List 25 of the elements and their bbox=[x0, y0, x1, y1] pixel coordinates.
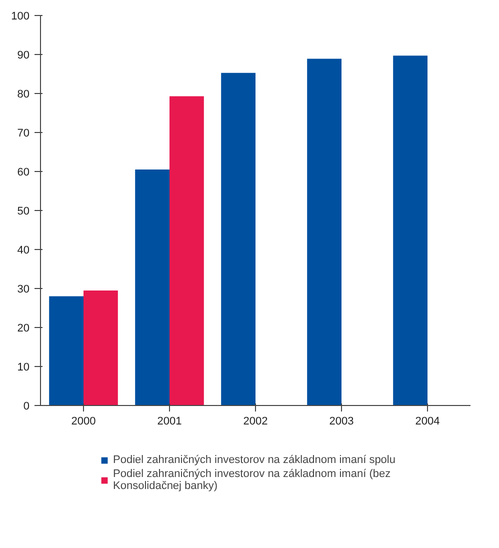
bar bbox=[393, 56, 428, 406]
legend-label: Podiel zahraničných investorov na základnom imaní spolu bbox=[113, 454, 396, 466]
y-tick-label: 50 bbox=[17, 206, 30, 218]
y-tick-label: 60 bbox=[17, 166, 30, 178]
y-tick-label: 90 bbox=[17, 50, 30, 62]
x-tick-label: 2002 bbox=[243, 416, 268, 428]
bar bbox=[49, 296, 84, 406]
x-tick-label: 2004 bbox=[415, 416, 440, 428]
legend-label: Podiel zahraničných investorov na základnom imaní (bez Konsolidačnej banky) bbox=[113, 468, 391, 492]
x-tick-label: 2001 bbox=[157, 416, 182, 428]
y-tick-label: 100 bbox=[11, 10, 30, 22]
y-tick-label: 20 bbox=[17, 322, 30, 334]
y-tick-label: 10 bbox=[17, 362, 30, 374]
y-tick-label: 70 bbox=[17, 128, 30, 140]
bar bbox=[307, 58, 342, 406]
bar bbox=[170, 96, 204, 406]
y-tick-label: 40 bbox=[17, 244, 30, 256]
bar bbox=[135, 170, 170, 406]
y-tick-label: 30 bbox=[17, 284, 30, 296]
y-tick-label: 80 bbox=[17, 88, 30, 100]
bar bbox=[84, 290, 118, 406]
x-tick-label: 2000 bbox=[71, 416, 96, 428]
bar bbox=[221, 72, 256, 406]
x-tick-label: 2003 bbox=[329, 416, 354, 428]
y-tick-label: 0 bbox=[23, 400, 30, 412]
